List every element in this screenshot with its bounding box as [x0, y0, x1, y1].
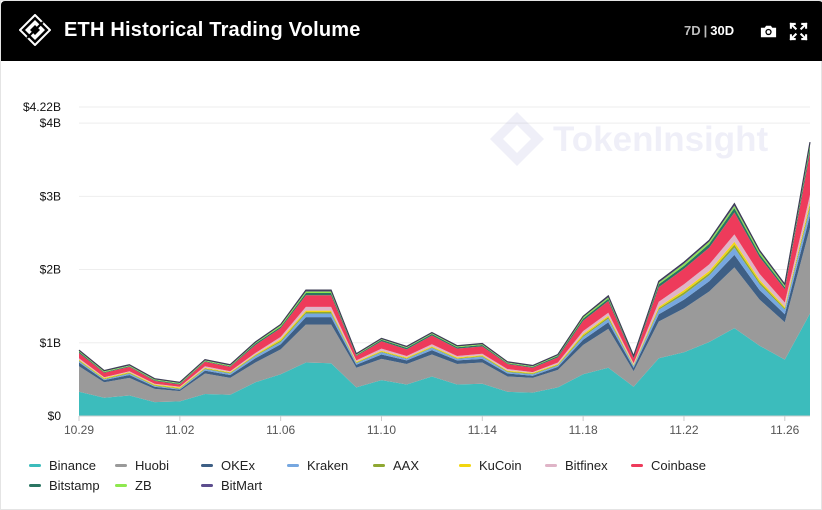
x-tick-label: 11.14	[468, 423, 497, 437]
legend-swatch	[459, 464, 471, 467]
expand-icon[interactable]	[789, 22, 808, 41]
legend-label: Binance	[49, 458, 96, 473]
chart-header: ETH Historical Trading Volume 7D | 30D	[1, 1, 822, 61]
range-30d-button[interactable]: 30D	[710, 23, 735, 38]
stacked-areas	[78, 141, 811, 417]
area-series-okex[interactable]	[79, 215, 810, 392]
legend-label: ZB	[135, 478, 152, 493]
watermark: TokenInsight	[490, 112, 769, 166]
legend-swatch	[631, 464, 643, 467]
legend-label: AAX	[393, 458, 420, 473]
area-series-huobi[interactable]	[79, 227, 810, 403]
legend-item-bitmart[interactable]: BitMart	[201, 478, 262, 493]
legend-label: Coinbase	[651, 458, 706, 473]
y-tick-label: $4B	[40, 116, 61, 130]
legend-swatch	[201, 484, 213, 487]
x-tick-label: 11.10	[367, 423, 396, 437]
legend-item-kucoin[interactable]: KuCoin	[459, 458, 522, 473]
range-7d-button[interactable]: 7D	[684, 23, 701, 38]
legend-item-aax[interactable]: AAX	[373, 458, 419, 473]
legend-swatch	[545, 464, 557, 467]
y-tick-label: $0	[48, 409, 62, 423]
watermark-text: TokenInsight	[553, 120, 769, 159]
legend-item-binance[interactable]: Binance	[29, 458, 96, 473]
legend-item-okex[interactable]: OKEx	[201, 458, 255, 473]
x-tick-label: 11.06	[266, 423, 295, 437]
y-tick-label: $2B	[40, 263, 61, 277]
legend-label: OKEx	[221, 458, 255, 473]
area-chart: TokenInsight $0 $1B $2B $3B $4B $4.22B 10.29 11…	[23, 100, 811, 437]
x-tick-label: 11.02	[165, 423, 194, 437]
x-tick-label: 11.26	[770, 423, 799, 437]
legend-item-bitstamp[interactable]: Bitstamp	[29, 478, 100, 493]
x-tick-label: 11.18	[569, 423, 598, 437]
legend-swatch	[115, 484, 127, 487]
legend-label: Bitstamp	[49, 478, 100, 493]
legend-swatch	[201, 464, 213, 467]
y-tick-label: $4.22B	[23, 100, 61, 114]
legend-swatch	[29, 484, 41, 487]
legend-swatch	[29, 464, 41, 467]
stack-total-line	[78, 141, 811, 383]
y-tick-label: $3B	[40, 189, 61, 203]
chart-title: ETH Historical Trading Volume	[64, 19, 361, 41]
legend-item-kraken[interactable]: Kraken	[287, 458, 348, 473]
legend-swatch	[287, 464, 299, 467]
tokeninsight-logo-icon	[19, 14, 51, 46]
legend-label: KuCoin	[479, 458, 522, 473]
legend-swatch	[115, 464, 127, 467]
x-tick-label: 10.29	[64, 423, 94, 437]
legend-item-huobi[interactable]: Huobi	[115, 458, 169, 473]
area-series-binance[interactable]	[79, 313, 810, 417]
camera-icon[interactable]	[759, 22, 778, 41]
y-tick-label: $1B	[40, 336, 61, 350]
legend-item-bitfinex[interactable]: Bitfinex	[545, 458, 608, 473]
axes: $0 $1B $2B $3B $4B $4.22B 10.29 11.02 11.06 11.10…	[23, 100, 810, 437]
time-range-switch: 7D | 30D	[684, 23, 734, 38]
legend-label: Kraken	[307, 458, 349, 473]
range-separator: |	[703, 23, 708, 38]
legend-item-coinbase[interactable]: Coinbase	[631, 458, 706, 473]
legend-label: Bitfinex	[565, 458, 608, 473]
legend-label: Huobi	[135, 458, 169, 473]
legend-item-zb[interactable]: ZB	[115, 478, 152, 493]
legend-label: BitMart	[221, 478, 263, 493]
legend-swatch	[373, 464, 385, 467]
x-tick-label: 11.22	[669, 423, 698, 437]
